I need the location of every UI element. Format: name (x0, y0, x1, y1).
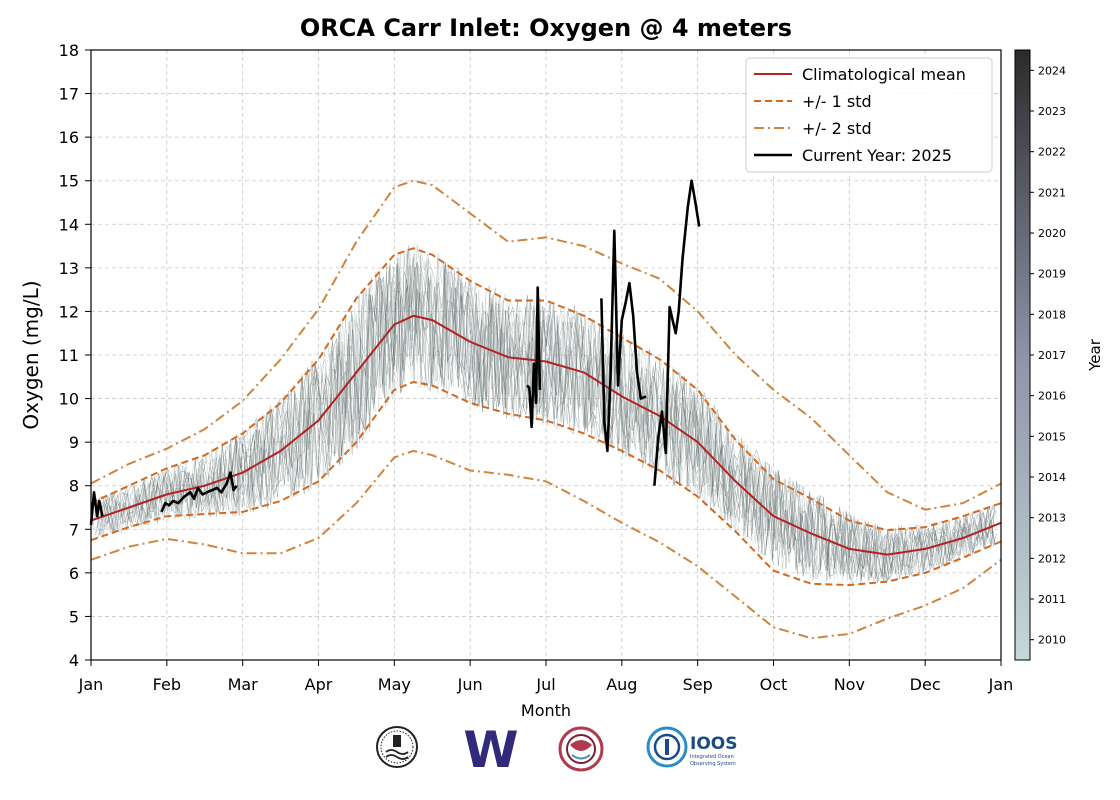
colorbar-tick-label: 2023 (1038, 105, 1066, 118)
series-line-1 (90, 247, 1002, 532)
colorbar-tick-label: 2010 (1038, 634, 1066, 647)
y-tick-label: 8 (69, 477, 79, 496)
colorbar-tick-label: 2022 (1038, 146, 1066, 159)
y-tick-label: 14 (59, 215, 79, 234)
x-tick-label: Jul (535, 675, 555, 694)
y-tick-label: 13 (59, 259, 79, 278)
x-tick-label: Jan (988, 675, 1014, 694)
historical-data-traces (92, 243, 998, 585)
x-tick-label: Feb (153, 675, 181, 694)
colorbar-tick-label: 2015 (1038, 430, 1066, 443)
logo-strip: W IOOS Integrated Ocean Observing System (376, 721, 737, 779)
orca-logo (558, 726, 604, 772)
colorbar-tick-label: 2011 (1038, 593, 1066, 606)
plot-area: Jan Feb Mar Apr May Jun Jul Aug Sep Oct Nov Dec Jan … (59, 41, 1014, 694)
colorbar-tick-label: 2020 (1038, 227, 1066, 240)
uw-logo: W (463, 721, 518, 779)
y-tick-label: 15 (59, 172, 79, 191)
chart-title: ORCA Carr Inlet: Oxygen @ 4 meters (300, 14, 792, 42)
colorbar-tick-label: 2013 (1038, 512, 1066, 525)
x-axis: Jan Feb Mar Apr May Jun Jul Aug Sep Oct Nov Dec Jan (78, 660, 1014, 694)
ioos-logo: IOOS Integrated Ocean Observing System (646, 726, 737, 768)
legend-box (745, 57, 993, 173)
series-lines (89, 179, 1002, 640)
x-tick-label: Mar (228, 675, 259, 694)
historical-trace (92, 253, 995, 582)
colorbar-tick-label: 2019 (1038, 268, 1066, 281)
current-year-line (526, 286, 542, 429)
x-axis-label: Month (521, 701, 571, 720)
x-tick-label: Jan (78, 675, 104, 694)
y-tick-label: 7 (69, 520, 79, 539)
nanoos-logo (376, 726, 418, 768)
svg-text:W: W (463, 721, 518, 779)
y-tick-label: 5 (69, 607, 79, 626)
x-tick-label: Aug (606, 675, 637, 694)
historical-trace (94, 268, 997, 584)
x-tick-label: Apr (305, 675, 333, 694)
y-tick-label: 18 (59, 41, 79, 60)
historical-trace (96, 249, 995, 583)
current-year-line (600, 229, 647, 453)
colorbar-tick-label: 2012 (1038, 552, 1066, 565)
legend: Climatological mean +/- 1 std +/- 2 std Cur… (745, 57, 993, 173)
current-year-line (160, 471, 238, 513)
svg-text:IOOS: IOOS (690, 734, 737, 754)
x-tick-label: Nov (834, 675, 865, 694)
svg-text:Observing System: Observing System (690, 761, 736, 767)
y-tick-label: 12 (59, 302, 79, 321)
y-tick-label: 4 (69, 651, 79, 670)
legend-label: Climatological mean (802, 65, 966, 84)
colorbar-gradient (1014, 49, 1031, 661)
legend-label: +/- 2 std (802, 119, 872, 138)
y-axis-label: Oxygen (mg/L) (19, 280, 43, 429)
colorbar-tick-label: 2018 (1038, 308, 1066, 321)
current-year-line (89, 490, 104, 526)
y-tick-label: 11 (59, 346, 79, 365)
colorbar: 2010 2011 2012 2013 2014 2015 2016 2017 2018 2019… (1014, 49, 1066, 661)
historical-trace (95, 256, 997, 583)
x-tick-label: Dec (910, 675, 941, 694)
legend-label: Current Year: 2025 (802, 146, 952, 165)
y-tick-label: 16 (59, 128, 79, 147)
legend-label: +/- 1 std (802, 92, 872, 111)
x-tick-label: Sep (683, 675, 713, 694)
series-line-0 (90, 314, 1002, 556)
colorbar-label: Year (1086, 338, 1104, 372)
historical-trace (99, 262, 998, 581)
x-tick-label: Jun (457, 675, 483, 694)
historical-trace (93, 245, 996, 583)
series-line-2 (90, 380, 1002, 587)
y-tick-label: 10 (59, 390, 79, 409)
y-tick-label: 17 (59, 85, 79, 104)
colorbar-tick-label: 2024 (1038, 64, 1066, 77)
colorbar-tick-label: 2014 (1038, 471, 1066, 484)
series-line-4 (90, 449, 1002, 640)
y-axis: 4 5 6 7 8 9 10 11 12 13 14 15 16 17 18 (59, 41, 91, 670)
y-tick-label: 9 (69, 433, 79, 452)
x-tick-label: Oct (760, 675, 788, 694)
y-tick-label: 6 (69, 564, 79, 583)
colorbar-tick-label: 2021 (1038, 186, 1066, 199)
current-year-line (653, 179, 701, 486)
series-line-3 (90, 179, 1002, 511)
colorbar-tick-label: 2017 (1038, 349, 1066, 362)
svg-text:Integrated Ocean: Integrated Ocean (690, 754, 734, 760)
colorbar-tick-label: 2016 (1038, 390, 1066, 403)
x-tick-label: May (378, 675, 411, 694)
